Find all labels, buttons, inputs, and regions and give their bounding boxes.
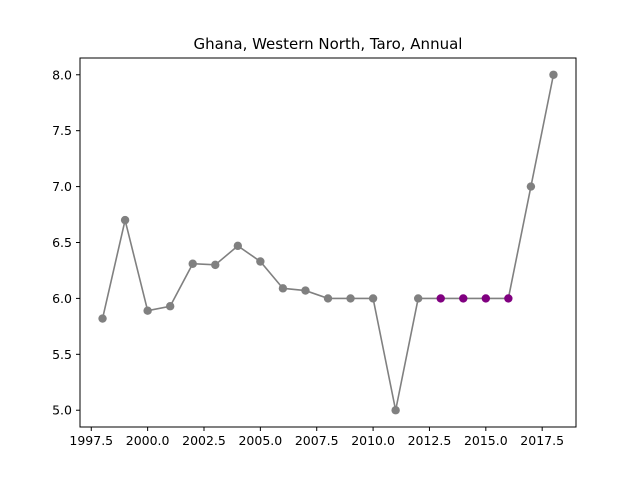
x-tick-label: 2005.0 xyxy=(238,433,282,448)
y-axis: 5.0 5.5 6.0 6.5 7.0 7.5 8.0 xyxy=(52,67,80,418)
x-tick-label: 2000.0 xyxy=(126,433,170,448)
data-point xyxy=(413,294,423,303)
x-tick-label: 2007.5 xyxy=(295,433,339,448)
data-point xyxy=(549,70,558,79)
data-point xyxy=(233,241,243,251)
highlighted-data-point xyxy=(459,294,468,303)
x-tick-label: 1997.5 xyxy=(69,433,113,448)
data-point xyxy=(143,306,152,315)
x-tick-label: 2002.5 xyxy=(182,433,226,448)
x-tick-label: 2012.5 xyxy=(408,433,452,448)
plot-area xyxy=(98,70,558,415)
y-tick-label: 8.0 xyxy=(52,67,72,82)
y-tick-label: 7.0 xyxy=(52,179,72,194)
data-point xyxy=(211,260,220,270)
y-tick-label: 6.0 xyxy=(52,291,72,306)
highlighted-data-point xyxy=(436,294,445,303)
data-point xyxy=(368,294,378,303)
data-point xyxy=(98,314,107,323)
y-tick-label: 5.0 xyxy=(52,403,72,418)
data-point xyxy=(526,182,536,191)
y-tick-label: 5.5 xyxy=(52,347,72,362)
y-tick-label: 6.5 xyxy=(52,235,72,250)
chart-title: Ghana, Western North, Taro, Annual xyxy=(194,35,463,53)
data-point xyxy=(188,259,197,268)
axes-frame xyxy=(79,57,577,428)
x-axis: 1997.5 2000.0 2002.5 2005.0 2007.5 2010.0 2012… xyxy=(69,427,564,448)
y-tick-label: 7.5 xyxy=(52,123,72,138)
data-point xyxy=(301,286,310,295)
data-point xyxy=(391,406,400,415)
data-point xyxy=(165,302,175,311)
data-point xyxy=(120,215,130,225)
highlighted-data-point xyxy=(481,294,491,303)
x-tick-label: 2010.0 xyxy=(351,433,395,448)
data-point xyxy=(278,284,288,293)
x-tick-label: 2017.5 xyxy=(520,433,564,448)
data-point xyxy=(346,294,355,303)
data-point xyxy=(256,257,265,266)
highlighted-data-point xyxy=(504,294,513,303)
data-point xyxy=(323,294,333,303)
series-line xyxy=(101,74,555,411)
x-tick-label: 2015.0 xyxy=(464,433,508,448)
